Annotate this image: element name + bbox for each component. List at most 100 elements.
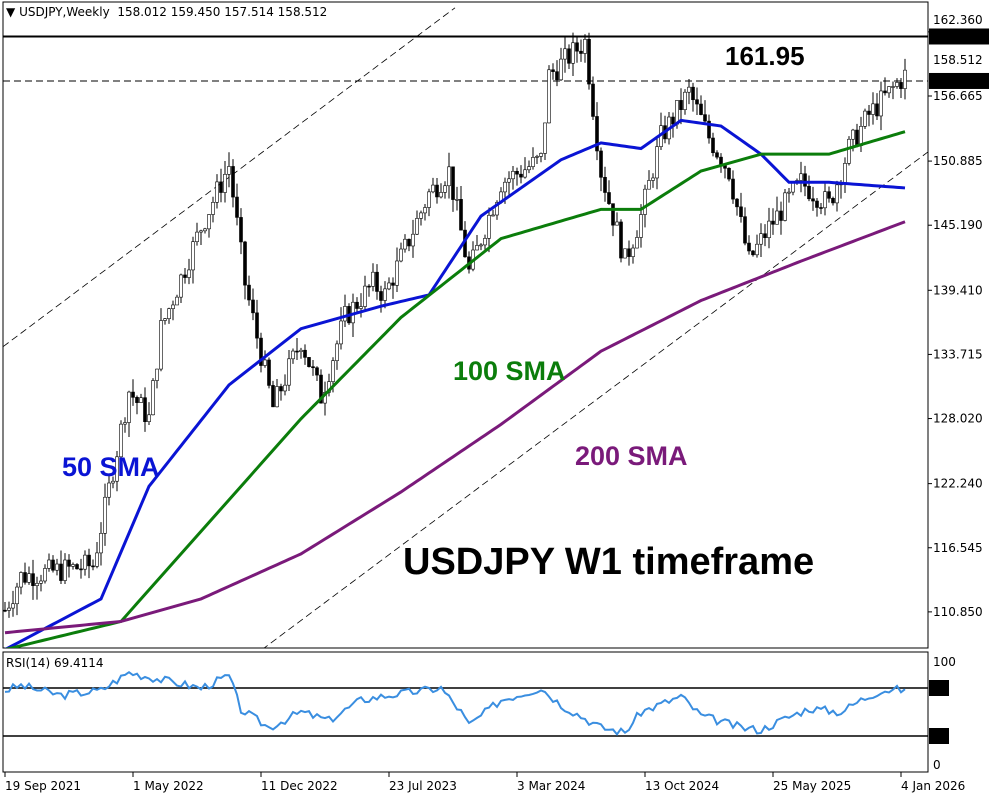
- candle-body: [407, 238, 411, 247]
- candle-body: [379, 291, 383, 301]
- low-value: 157.514: [224, 5, 274, 19]
- candle-body: [835, 184, 839, 204]
- candle-body: [527, 166, 531, 171]
- candle-body: [31, 573, 35, 586]
- candle-body: [755, 243, 759, 256]
- level-price-label: 158.000: [933, 75, 983, 89]
- candle-body: [23, 572, 27, 583]
- candle-body: [415, 218, 419, 235]
- candle-body: [579, 50, 583, 54]
- candle-body: [271, 385, 275, 408]
- candle-body: [859, 125, 863, 147]
- candle-body: [155, 368, 159, 381]
- candle-body: [191, 241, 195, 271]
- candle-body: [823, 191, 827, 209]
- candle-body: [671, 116, 675, 125]
- candle-body: [27, 573, 31, 583]
- candle-body: [91, 565, 95, 568]
- candle-body: [83, 554, 87, 570]
- candle-body: [99, 533, 103, 554]
- candle-body: [455, 199, 459, 201]
- candle-body: [363, 285, 367, 307]
- candle-body: [827, 191, 831, 199]
- level-price-tag: [929, 28, 989, 45]
- candle-body: [127, 391, 131, 423]
- annotation-label: 161.95: [725, 41, 805, 71]
- candle-body: [847, 138, 851, 164]
- annotation-label: USDJPY W1 timeframe: [403, 541, 814, 583]
- x-tick-label: 13 Oct 2024: [645, 779, 719, 793]
- candle-body: [279, 386, 283, 392]
- candle-body: [67, 559, 71, 567]
- candle-body: [515, 170, 519, 175]
- candle-body: [87, 554, 91, 567]
- main-pane-frame: [2, 1, 929, 649]
- collapse-arrow-icon[interactable]: ▼: [6, 5, 16, 19]
- candle-body: [607, 192, 611, 204]
- rsi-level-label: 30: [931, 730, 946, 744]
- candle-body: [447, 166, 451, 187]
- x-tick-label: 11 Dec 2022: [261, 779, 338, 793]
- candle-body: [903, 69, 907, 89]
- y-tick-label: 116.545: [933, 541, 983, 555]
- candle-body: [95, 552, 99, 567]
- open-value: 158.012: [117, 5, 167, 19]
- candle-body: [227, 166, 231, 175]
- candle-body: [107, 482, 111, 498]
- candle-body: [863, 110, 867, 127]
- rsi-label: RSI(14) 69.4114: [6, 656, 104, 670]
- candle-body: [39, 580, 43, 584]
- candle-body: [275, 386, 279, 408]
- candle-body: [371, 271, 375, 287]
- candle-body: [203, 228, 207, 232]
- symbol-label: USDJPY,Weekly: [19, 5, 110, 19]
- x-tick-label: 1 May 2022: [133, 779, 204, 793]
- channel-trendline: [263, 151, 928, 648]
- candle-body: [367, 285, 371, 288]
- candle-body: [775, 210, 779, 225]
- candle-body: [879, 90, 883, 117]
- candle-body: [587, 39, 591, 85]
- rsi-pane-frame: [2, 651, 929, 773]
- candle-body: [715, 152, 719, 158]
- candle-body: [315, 367, 319, 376]
- candle-body: [747, 242, 751, 252]
- candle-body: [707, 120, 711, 139]
- candle-body: [359, 306, 363, 309]
- candle-body: [871, 103, 875, 115]
- y-tick-label: 110.850: [933, 605, 983, 619]
- candle-body: [791, 182, 795, 193]
- candle-body: [335, 343, 339, 361]
- y-tick-label: 156.665: [933, 89, 983, 103]
- candle-body: [635, 237, 639, 249]
- candle-body: [687, 86, 691, 93]
- candle-body: [7, 607, 11, 611]
- candle-body: [451, 166, 455, 200]
- candle-body: [251, 299, 255, 314]
- candle-body: [683, 91, 687, 110]
- candle-body: [55, 563, 59, 571]
- candle-body: [163, 318, 167, 321]
- candle-body: [711, 137, 715, 154]
- x-tick-label: 19 Sep 2021: [5, 779, 81, 793]
- candle-body: [891, 86, 895, 88]
- candle-body: [539, 153, 543, 157]
- candle-body: [575, 42, 579, 52]
- y-tick-label: 150.885: [933, 154, 983, 168]
- candle-body: [603, 176, 607, 193]
- candle-body: [427, 191, 431, 208]
- candle-body: [519, 173, 523, 178]
- candle-body: [627, 248, 631, 257]
- candle-body: [631, 247, 635, 257]
- candle-body: [75, 564, 79, 570]
- candle-body: [211, 202, 215, 215]
- candle-body: [799, 173, 803, 181]
- candle-body: [179, 274, 183, 298]
- rsi-level-tag: [929, 680, 949, 696]
- candle-body: [395, 260, 399, 286]
- candle-body: [387, 282, 391, 290]
- candle-body: [751, 250, 755, 256]
- candle-body: [763, 233, 767, 239]
